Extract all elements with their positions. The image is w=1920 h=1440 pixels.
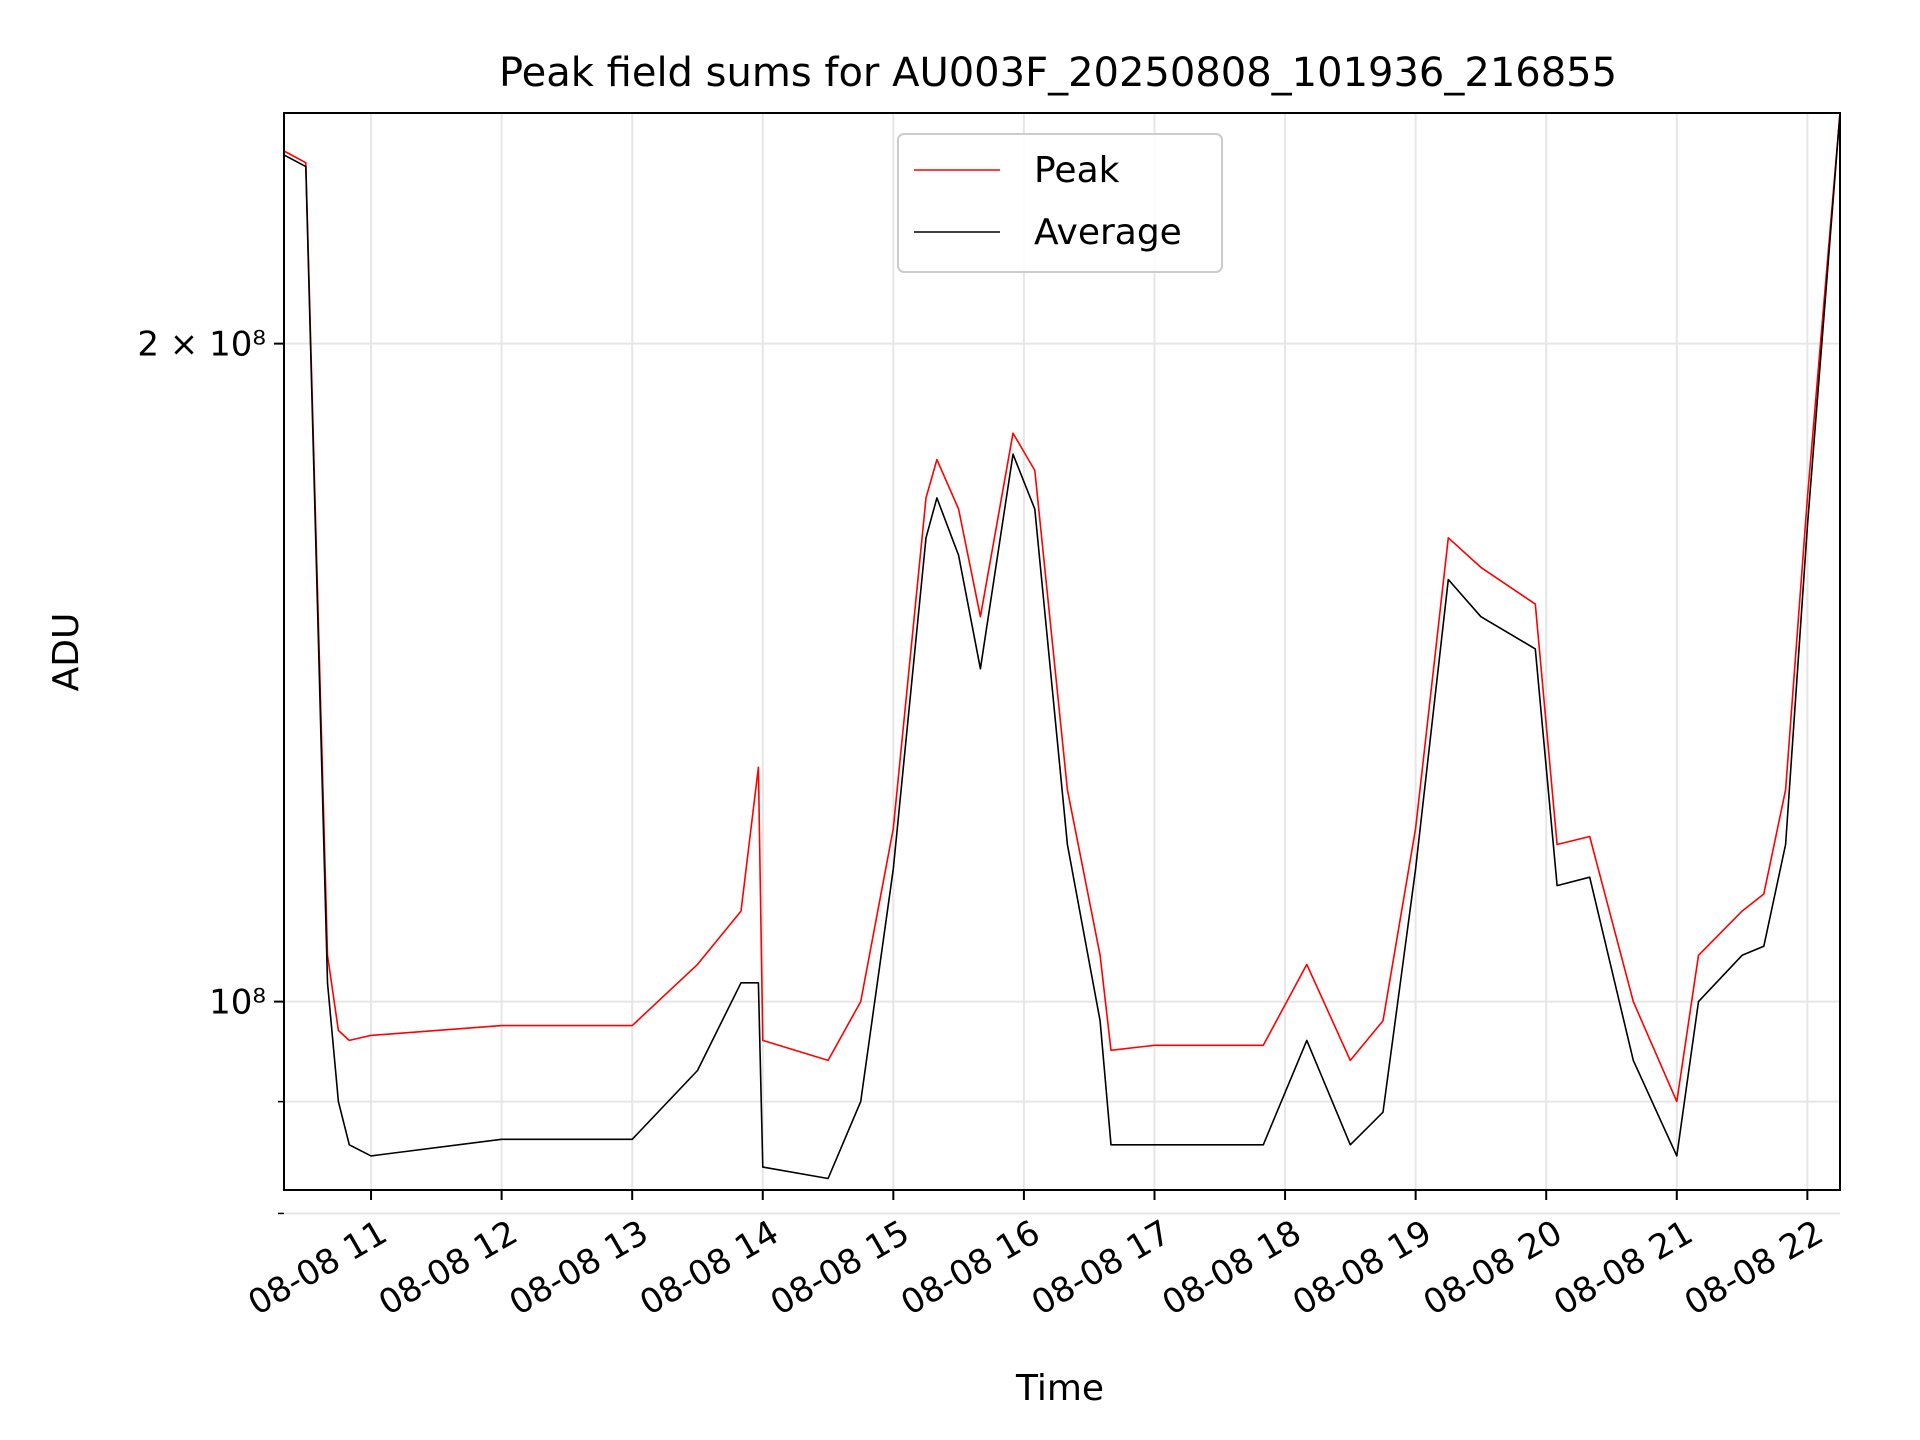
chart-title: Peak field sums for AU003F_20250808_1019…	[499, 50, 1617, 96]
legend-label-peak: Peak	[1034, 150, 1120, 191]
grid	[284, 113, 1840, 1215]
y-tick-label: 2 × 10⁸	[137, 325, 266, 365]
x-axis-label: Time	[1015, 1368, 1104, 1409]
series-line-average	[283, 112, 1841, 1180]
y-tick-label: 10⁸	[209, 983, 266, 1023]
legend: Peak Average	[897, 133, 1223, 273]
plot-frame	[283, 112, 1841, 1191]
legend-label-average: Average	[1034, 212, 1182, 253]
legend-box	[897, 133, 1223, 273]
y-axis-label: ADU	[46, 613, 87, 692]
series-line-peak	[283, 112, 1841, 1103]
plot-lines	[283, 112, 1841, 1180]
